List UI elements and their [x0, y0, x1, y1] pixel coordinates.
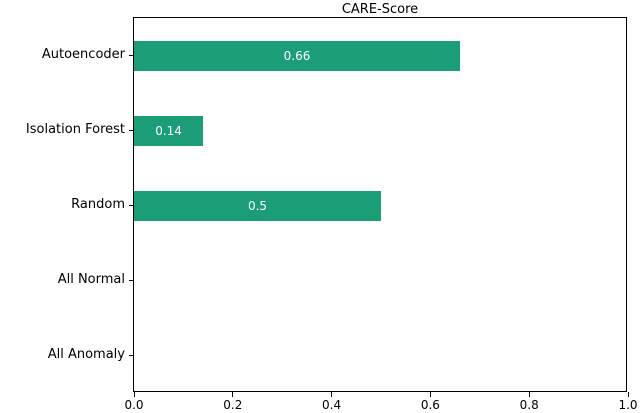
y-axis-labels: Autoencoder Isolation Forest Random All Nor…: [0, 17, 125, 392]
xtick-mark: [528, 392, 530, 397]
ytick-mark: [129, 205, 133, 206]
bar-value-label: 0.14: [155, 123, 182, 138]
ytick-label: All Anomaly: [47, 346, 125, 362]
ytick-mark: [129, 55, 133, 56]
xtick-mark: [429, 392, 431, 397]
xtick-mark: [331, 392, 333, 397]
ytick-mark: [129, 355, 133, 356]
xtick-mark: [627, 392, 629, 397]
xtick-label: 0.8: [519, 398, 539, 412]
ytick-mark: [129, 130, 133, 131]
xtick-mark: [232, 392, 234, 397]
plot-area: 0.66 0.14 0.5 0.0 0.2 0.4 0.6 0.8 1.0: [124, 17, 638, 412]
bar-value-label: 0.66: [283, 48, 311, 63]
bar-autoencoder: 0.66: [134, 40, 461, 71]
bar-isolation-forest: 0.14: [134, 115, 204, 146]
ytick-label: All Normal: [57, 271, 125, 287]
bar-random: 0.5: [134, 190, 381, 221]
xtick-mark: [133, 392, 135, 397]
xtick-label: 0.2: [223, 398, 243, 412]
xtick-label: 0.0: [124, 398, 144, 412]
chart-title: CARE-Score: [341, 2, 419, 17]
ytick-label: Isolation Forest: [25, 121, 125, 137]
bar-value-label: 0.5: [247, 198, 268, 213]
ytick-label: Random: [71, 196, 125, 212]
xtick-label: 0.6: [420, 398, 440, 412]
xtick-label: 0.4: [322, 398, 342, 412]
ytick-label: Autoencoder: [41, 46, 125, 62]
ytick-mark: [129, 280, 133, 281]
xtick-label: 1.0: [618, 398, 638, 412]
